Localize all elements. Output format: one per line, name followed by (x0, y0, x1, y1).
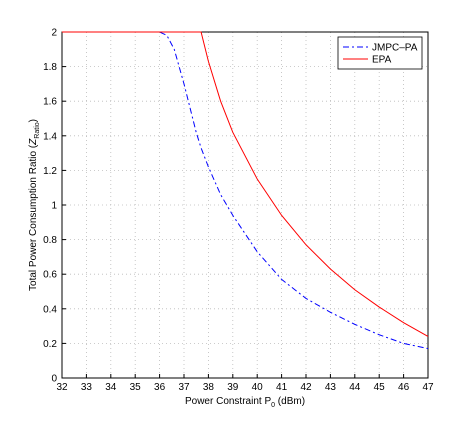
x-tick-label: 34 (105, 382, 117, 393)
x-tick-label: 47 (422, 382, 434, 393)
x-tick-label: 42 (300, 382, 312, 393)
legend-label: EPA (372, 55, 392, 66)
y-label-main: Total Power Consumption Ratio ( (28, 144, 39, 291)
x-tick-label: 41 (276, 382, 288, 393)
y-tick-label: 0 (51, 374, 57, 385)
x-tick-label: 33 (81, 382, 93, 393)
y-tick-label: 1.8 (43, 62, 57, 73)
x-tick-label: 46 (398, 382, 410, 393)
x-tick-label: 36 (154, 382, 166, 393)
series-line (62, 31, 429, 337)
y-label-sub: Ratio (34, 122, 41, 138)
x-tick-label: 45 (374, 382, 386, 393)
legend-label: JMPC–PA (372, 43, 418, 54)
plot-area (62, 32, 428, 378)
legend-box (337, 36, 423, 70)
x-tick-label: 39 (227, 382, 239, 393)
x-tick-label: 44 (349, 382, 361, 393)
y-tick-label: 2 (51, 28, 57, 39)
x-label-end: (dBm) (275, 396, 305, 407)
plot-frame (61, 31, 429, 379)
x-tick-label: 38 (203, 382, 215, 393)
y-tick-label: 1.6 (43, 97, 57, 108)
y-tick-label: 0.6 (43, 270, 57, 281)
y-tick-label: 1 (51, 201, 57, 212)
y-tick-label: 1.4 (43, 131, 57, 142)
x-label-sub: 0 (271, 402, 275, 409)
y-label-var: Z (28, 138, 39, 146)
x-tick-label: 35 (130, 382, 142, 393)
x-tick-label: 43 (325, 382, 337, 393)
x-tick-label: 32 (56, 382, 68, 393)
x-tick-label: 37 (178, 382, 190, 393)
y-label-end: ) (28, 119, 39, 122)
x-tick-label: 40 (252, 382, 264, 393)
y-tick-label: 0.8 (43, 235, 57, 246)
x-axis-label: Power Constraint P0 (dBm) (185, 396, 305, 409)
y-tick-label: 0.4 (43, 304, 57, 315)
y-axis-label: Total Power Consumption Ratio (ZRatio) (28, 119, 41, 291)
y-tick-label: 0.2 (43, 339, 57, 350)
x-label-main: Power Constraint P (185, 396, 271, 407)
y-tick-label: 1.2 (43, 166, 57, 177)
